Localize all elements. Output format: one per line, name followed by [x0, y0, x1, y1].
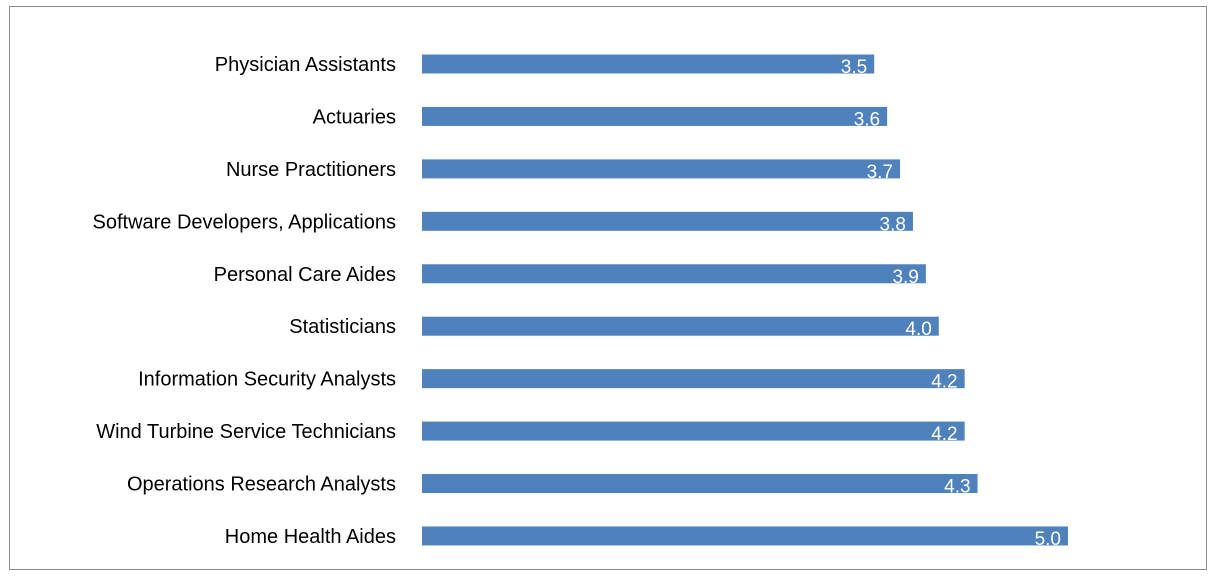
category-label: Actuaries — [313, 106, 396, 128]
category-labels-group: Physician Assistants Actuaries Nurse Pract… — [93, 54, 397, 548]
category-label: Home Health Aides — [225, 526, 396, 548]
bar — [422, 211, 913, 231]
value-label: 3.5 — [841, 57, 867, 78]
category-label: Nurse Practitioners — [226, 159, 396, 181]
bars-group — [422, 54, 1068, 546]
category-label: Software Developers, Applications — [93, 211, 397, 233]
bar — [422, 159, 901, 179]
chart-frame: Physician Assistants Actuaries Nurse Pract… — [9, 6, 1207, 570]
value-label: 4.3 — [944, 477, 970, 498]
category-label: Operations Research Analysts — [127, 474, 396, 496]
value-label: 4.0 — [905, 319, 931, 340]
bar — [422, 474, 978, 494]
bar — [422, 421, 965, 441]
category-label: Physician Assistants — [215, 54, 396, 76]
value-labels-group: 3.5 3.6 3.7 3.8 3.9 4.0 4.2 4.2 4.3 5.0 — [841, 57, 1061, 550]
bar-chart: Physician Assistants Actuaries Nurse Pract… — [93, 54, 1068, 550]
bar — [422, 54, 875, 74]
category-label: Information Security Analysts — [138, 369, 396, 391]
value-label: 4.2 — [931, 424, 957, 445]
value-label: 4.2 — [931, 372, 957, 393]
category-label: Statisticians — [289, 316, 396, 338]
bar — [422, 106, 888, 126]
value-label: 3.9 — [892, 267, 918, 288]
bar — [422, 316, 939, 336]
category-label: Personal Care Aides — [214, 264, 396, 286]
bar — [422, 526, 1068, 546]
category-label: Wind Turbine Service Technicians — [96, 421, 396, 443]
bar — [422, 264, 926, 284]
bar — [422, 369, 965, 389]
value-label: 3.8 — [880, 214, 906, 235]
value-label: 3.6 — [854, 109, 880, 130]
value-label: 3.7 — [867, 162, 893, 183]
value-label: 5.0 — [1035, 529, 1061, 550]
